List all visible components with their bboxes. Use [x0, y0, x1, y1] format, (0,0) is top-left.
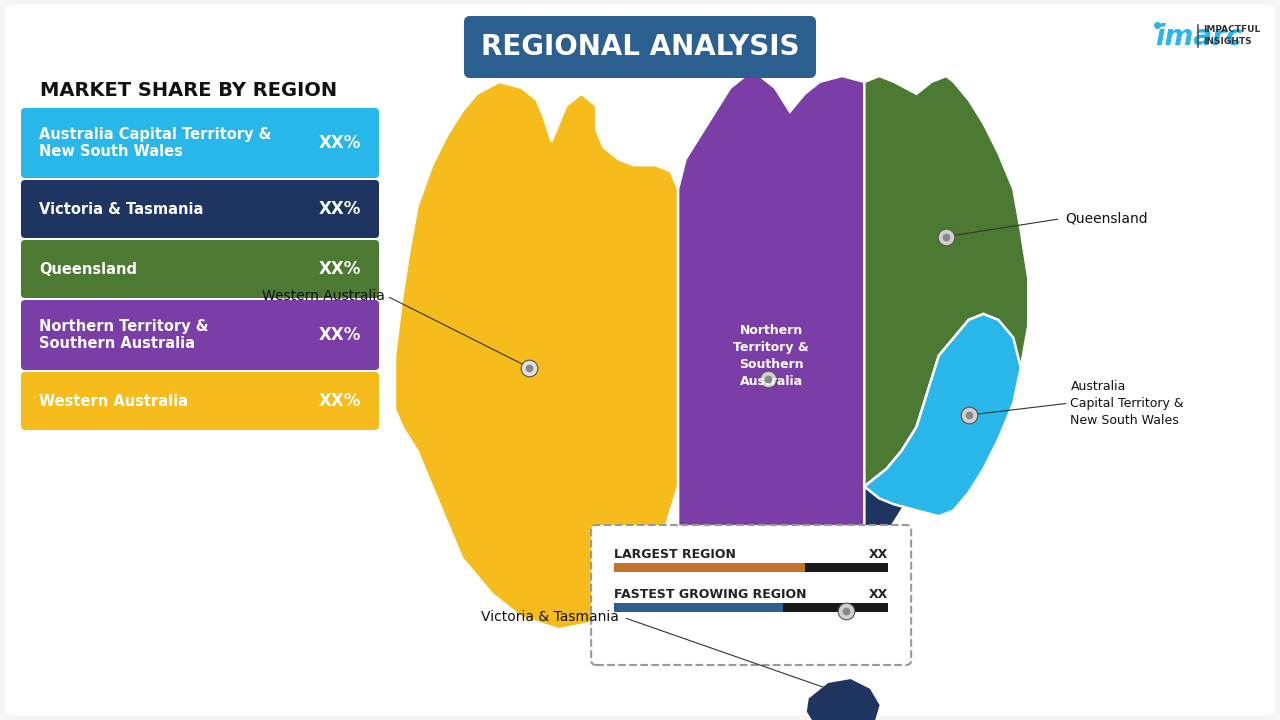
Text: MARKET SHARE BY REGION: MARKET SHARE BY REGION [40, 81, 337, 99]
Bar [614, 563, 805, 572]
Polygon shape [864, 314, 1021, 516]
Bar [614, 603, 783, 612]
FancyBboxPatch shape [591, 525, 911, 665]
Text: Victoria & Tasmania: Victoria & Tasmania [480, 611, 618, 624]
Text: Queensland: Queensland [38, 261, 137, 276]
Text: Western Australia: Western Australia [38, 394, 188, 408]
FancyBboxPatch shape [20, 180, 379, 238]
FancyBboxPatch shape [5, 5, 1275, 715]
Text: XX: XX [869, 549, 888, 562]
Polygon shape [678, 76, 864, 665]
Text: Western Australia: Western Australia [262, 289, 385, 303]
Text: XX%: XX% [319, 392, 361, 410]
FancyBboxPatch shape [20, 372, 379, 430]
Text: LARGEST REGION: LARGEST REGION [614, 549, 736, 562]
FancyBboxPatch shape [20, 240, 379, 298]
Text: IMPACTFUL: IMPACTFUL [1203, 24, 1261, 34]
Text: Australia
Capital Territory &
New South Wales: Australia Capital Territory & New South … [1070, 379, 1184, 427]
Text: Victoria & Tasmania: Victoria & Tasmania [38, 202, 204, 217]
Bar [783, 603, 888, 612]
Text: Southern Australia: Southern Australia [38, 336, 195, 351]
Text: imarc: imarc [1155, 23, 1243, 51]
Bar [805, 563, 888, 572]
FancyBboxPatch shape [465, 16, 817, 78]
Text: New South Wales: New South Wales [38, 145, 183, 160]
Text: INSIGHTS: INSIGHTS [1203, 37, 1252, 45]
Text: Northern
Territory &
Southern
Australia: Northern Territory & Southern Australia [733, 323, 809, 387]
Polygon shape [678, 314, 991, 665]
Text: XX%: XX% [319, 260, 361, 278]
Polygon shape [805, 678, 881, 720]
Polygon shape [396, 82, 678, 629]
Text: FASTEST GROWING REGION: FASTEST GROWING REGION [614, 588, 806, 601]
Text: XX: XX [869, 588, 888, 601]
Text: Northern Territory &: Northern Territory & [38, 318, 209, 333]
Text: Queensland: Queensland [1065, 212, 1148, 226]
Text: Australia Capital Territory &: Australia Capital Territory & [38, 127, 271, 142]
Text: XX%: XX% [319, 134, 361, 152]
FancyBboxPatch shape [20, 300, 379, 370]
Text: XX%: XX% [319, 326, 361, 344]
FancyBboxPatch shape [20, 108, 379, 178]
Text: XX%: XX% [319, 200, 361, 218]
Polygon shape [864, 76, 1028, 516]
Text: REGIONAL ANALYSIS: REGIONAL ANALYSIS [481, 33, 799, 61]
